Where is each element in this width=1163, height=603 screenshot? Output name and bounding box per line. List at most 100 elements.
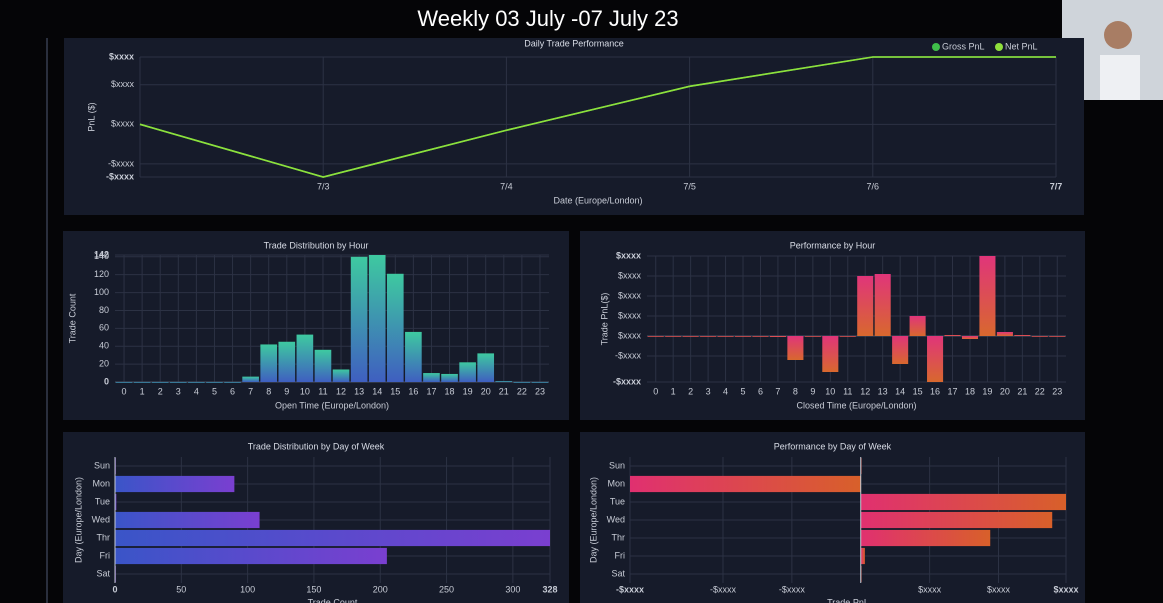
bar <box>1014 335 1031 336</box>
x-tick-label: 7/4 <box>500 181 513 191</box>
y-tick-label: 80 <box>99 305 109 315</box>
x-tick-label: 18 <box>965 386 975 396</box>
x-axis-label: Trade Count <box>308 597 358 603</box>
x-tick-label: 100 <box>240 584 255 594</box>
x-tick-label: 250 <box>439 584 454 594</box>
bar <box>860 529 991 547</box>
y-axis-label: Day (Europe/London) <box>588 477 598 563</box>
bar <box>151 382 169 383</box>
y-tick-label: Sun <box>609 460 625 470</box>
bar <box>350 256 368 382</box>
x-tick-label: 0 <box>112 584 117 594</box>
bar <box>531 382 549 383</box>
y-axis-label: PnL ($) <box>86 102 96 131</box>
chart-title: Trade Distribution by Hour <box>264 240 369 250</box>
x-tick-label: 6 <box>230 386 235 396</box>
bar <box>752 336 769 337</box>
bar <box>961 336 979 339</box>
y-tick-label: 60 <box>99 323 109 333</box>
x-tick-label: 22 <box>517 386 527 396</box>
bar <box>734 336 752 337</box>
y-tick-label: Wed <box>92 514 110 524</box>
x-tick-label: 5 <box>741 386 746 396</box>
x-tick-label: 10 <box>300 386 310 396</box>
y-tick-label: $xxxx <box>618 270 642 280</box>
x-tick-label: 7 <box>248 386 253 396</box>
x-tick-label: 2 <box>688 386 693 396</box>
bar <box>405 331 422 382</box>
y-tick-label: $xxxx <box>618 330 642 340</box>
x-tick-label: 14 <box>895 386 905 396</box>
x-tick-label: 20 <box>1000 386 1010 396</box>
x-tick-label: 7 <box>775 386 780 396</box>
x-tick-label: 11 <box>318 386 327 396</box>
x-tick-label: 21 <box>499 386 509 396</box>
x-tick-label: 22 <box>1035 386 1045 396</box>
bar <box>188 382 205 383</box>
x-tick-label: 200 <box>373 584 388 594</box>
x-tick-label: 2 <box>158 386 163 396</box>
y-tick-label: Thr <box>612 532 626 542</box>
x-axis-label: Open Time (Europe/London) <box>275 400 389 410</box>
y-tick-label: Tue <box>610 496 625 506</box>
heading: Weekly 03 July -07 July 23 <box>417 6 678 31</box>
bar <box>700 336 717 337</box>
x-tick-label: 5 <box>212 386 217 396</box>
x-tick-label: 1 <box>671 386 676 396</box>
x-tick-label: -$xxxx <box>779 584 806 594</box>
y-tick-label: 0 <box>104 376 109 386</box>
x-tick-label: 7/5 <box>683 181 696 191</box>
bar <box>717 336 734 337</box>
y-tick-label: -$xxxx <box>613 376 641 386</box>
y-tick-label: Sat <box>96 568 110 578</box>
x-tick-label: 17 <box>426 386 436 396</box>
bar <box>386 273 404 382</box>
sidebar-edge <box>46 38 48 603</box>
x-tick-label: $xxxx <box>1053 584 1078 594</box>
x-tick-label: -$xxxx <box>616 584 644 594</box>
bar <box>630 475 861 493</box>
y-tick-label: 40 <box>99 341 109 351</box>
chart-title: Trade Distribution by Day of Week <box>248 441 385 451</box>
x-tick-label: 16 <box>930 386 940 396</box>
y-tick-label: $xxxx <box>618 310 642 320</box>
y-tick-label: 142 <box>94 249 109 259</box>
bar <box>314 349 332 382</box>
bar <box>459 362 476 382</box>
bar <box>1049 336 1066 337</box>
x-tick-label: 18 <box>445 386 455 396</box>
y-tick-label: Thr <box>97 532 111 542</box>
y-tick-label: -$xxxx <box>615 350 642 360</box>
x-tick-label: 3 <box>706 386 711 396</box>
x-tick-label: 9 <box>284 386 289 396</box>
y-tick-label: $xxxx <box>618 290 642 300</box>
bar <box>441 373 458 382</box>
bar <box>224 382 241 383</box>
bar <box>332 369 350 382</box>
bar <box>839 336 856 337</box>
x-tick-label: 13 <box>354 386 364 396</box>
bar <box>296 334 314 382</box>
y-tick-label: -$xxxx <box>106 171 134 181</box>
bar <box>909 316 926 336</box>
chart-title: Performance by Hour <box>790 240 876 250</box>
bar <box>860 547 865 565</box>
x-tick-label: 7/6 <box>867 181 880 191</box>
x-tick-label: 328 <box>542 584 557 594</box>
bar <box>368 255 386 382</box>
bar <box>822 336 839 372</box>
y-tick-label: -$xxxx <box>108 158 135 168</box>
bar <box>260 344 278 382</box>
x-tick-label: 20 <box>481 386 491 396</box>
x-tick-label: -$xxxx <box>710 584 737 594</box>
panel <box>63 231 569 420</box>
x-tick-label: 23 <box>535 386 545 396</box>
webcam-person <box>1100 55 1140 100</box>
x-tick-label: 0 <box>653 386 658 396</box>
x-axis-label: Date (Europe/London) <box>553 195 642 205</box>
x-tick-label: 21 <box>1017 386 1027 396</box>
y-tick-label: Wed <box>607 514 625 524</box>
bar <box>133 382 151 383</box>
x-tick-label: 12 <box>860 386 870 396</box>
